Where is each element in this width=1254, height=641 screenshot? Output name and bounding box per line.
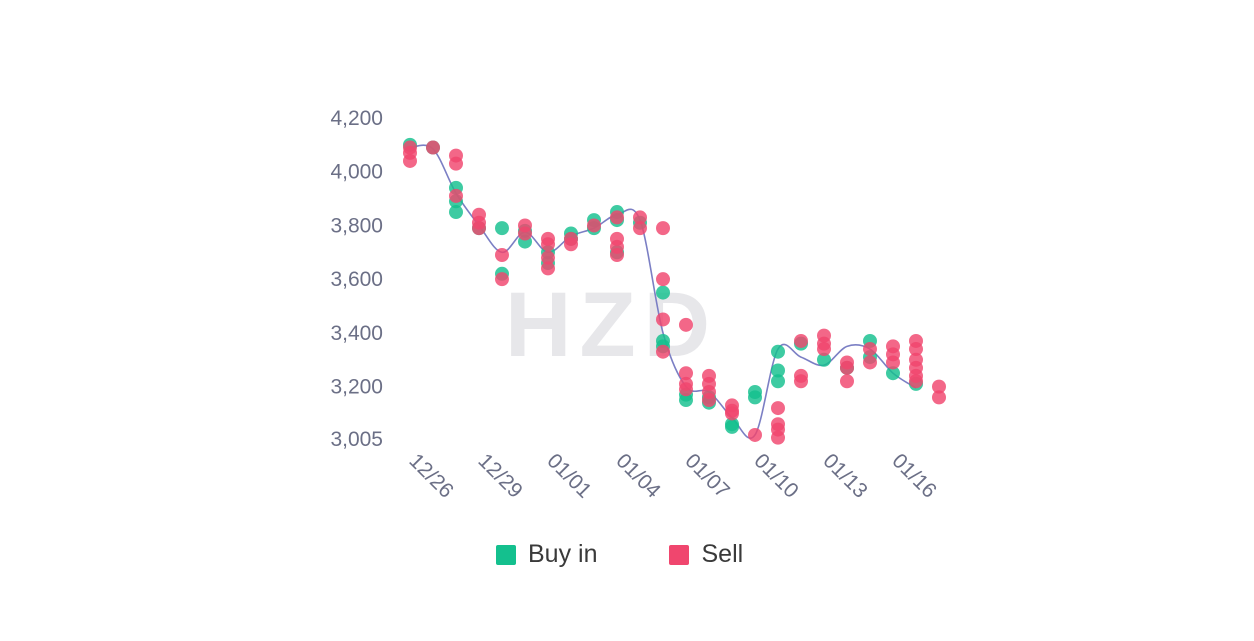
legend-swatch-sell <box>669 544 690 565</box>
sell-point <box>656 221 670 236</box>
sell-point <box>886 355 900 370</box>
x-tick-label: 01/13 <box>818 449 871 502</box>
sell-point <box>656 312 670 327</box>
sell-point <box>633 221 647 236</box>
sell-point <box>656 344 670 359</box>
sell-point <box>679 366 693 381</box>
x-tick-label: 01/10 <box>749 449 802 502</box>
sell-point <box>863 342 877 357</box>
legend-label-buy-in: Buy in <box>528 540 598 568</box>
sell-point <box>679 382 693 397</box>
sell-point <box>564 237 578 252</box>
sell-point <box>817 342 831 357</box>
sell-point <box>541 237 555 252</box>
buy-in-point <box>886 366 900 381</box>
y-tick-label: 3,800 <box>330 214 383 237</box>
sell-point <box>495 272 509 287</box>
sell-point <box>541 261 555 276</box>
sell-point <box>656 272 670 287</box>
x-tick-label: 12/29 <box>473 449 526 502</box>
x-axis: 12/26 12/29 01/01 01/04 01/07 01/10 01/13 01/16 <box>404 449 940 503</box>
y-tick-label: 3,005 <box>330 428 383 451</box>
y-tick-label: 4,000 <box>330 161 383 184</box>
buy-in-point <box>725 419 739 434</box>
y-tick-label: 3,400 <box>330 322 383 345</box>
data-points <box>403 137 946 445</box>
sell-point <box>610 247 624 262</box>
buy-in-point <box>449 205 463 220</box>
buy-in-point <box>771 374 785 389</box>
sell-point <box>610 210 624 225</box>
sell-point <box>725 406 739 421</box>
buy-in-point <box>495 221 509 236</box>
x-tick-label: 01/01 <box>542 449 595 502</box>
buy-in-point <box>771 344 785 359</box>
legend-label-sell: Sell <box>701 540 744 568</box>
legend-item-buy-in[interactable]: Buy in <box>496 540 597 569</box>
sell-point <box>426 140 440 155</box>
x-tick-label: 01/07 <box>680 449 733 502</box>
sell-point <box>403 153 417 168</box>
sell-point <box>932 379 946 394</box>
x-tick-label: 01/04 <box>611 449 665 503</box>
sell-point <box>541 250 555 265</box>
y-tick-label: 3,200 <box>330 376 383 399</box>
sell-point <box>794 374 808 389</box>
x-tick-label: 01/16 <box>887 449 940 502</box>
sell-point <box>909 342 923 357</box>
sell-point <box>679 317 693 332</box>
sell-point <box>449 188 463 203</box>
sell-point <box>587 218 601 233</box>
sell-point <box>932 390 946 405</box>
buy-in-point <box>748 390 762 405</box>
y-tick-label: 4,200 <box>330 107 383 130</box>
legend-swatch-buy-in <box>496 544 516 565</box>
sell-point <box>794 333 808 348</box>
buy-in-point <box>656 285 670 300</box>
sell-point <box>863 355 877 370</box>
sell-point <box>840 360 854 375</box>
sell-point <box>748 427 762 442</box>
legend: Buy in Sell <box>496 540 743 569</box>
sell-point <box>771 401 785 416</box>
sell-point <box>909 374 923 389</box>
sell-point <box>840 374 854 389</box>
legend-item-sell[interactable]: Sell <box>669 540 743 569</box>
x-tick-label: 12/26 <box>404 449 457 502</box>
sell-point <box>633 210 647 225</box>
sell-point <box>449 156 463 171</box>
sell-point <box>771 430 785 445</box>
sell-point <box>518 226 532 241</box>
y-tick-label: 3,600 <box>330 268 383 291</box>
sell-point <box>472 221 486 236</box>
buy-in-point <box>679 393 693 408</box>
buy-in-point <box>817 352 831 367</box>
buy-in-point <box>771 363 785 378</box>
sell-point <box>702 393 716 408</box>
sell-point <box>495 247 509 262</box>
y-axis: 4,200 4,000 3,800 3,600 3,400 3,200 3,005 <box>330 107 383 451</box>
watermark: HZD <box>505 274 718 376</box>
